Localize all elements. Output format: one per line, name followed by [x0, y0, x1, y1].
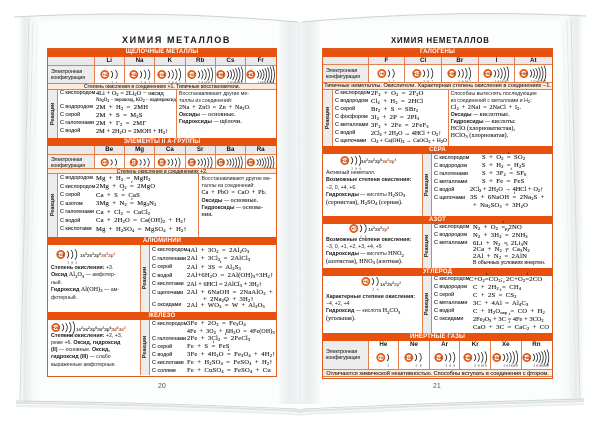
svg-text:2: 2 [67, 261, 69, 264]
svg-text:8: 8 [239, 80, 241, 83]
svg-text:2: 2 [62, 333, 64, 336]
svg-text:8: 8 [172, 80, 174, 83]
svg-text:+37: +37 [188, 72, 194, 76]
svg-text:1: 1 [242, 80, 244, 83]
svg-text:+4: +4 [103, 161, 107, 165]
svg-text:18: 18 [204, 80, 208, 83]
svg-text:18: 18 [544, 363, 548, 366]
svg-text:8: 8 [260, 80, 262, 83]
svg-text:+12: +12 [130, 161, 136, 165]
svg-text:32: 32 [264, 80, 268, 83]
svg-text:1: 1 [273, 80, 275, 83]
svg-text:1: 1 [179, 80, 181, 83]
svg-text:+85: +85 [521, 72, 527, 76]
svg-text:+16: +16 [342, 158, 348, 162]
svg-text:18: 18 [480, 363, 484, 366]
svg-text:18: 18 [235, 80, 239, 83]
svg-text:+11: +11 [130, 72, 136, 76]
svg-text:+88: +88 [248, 161, 254, 165]
svg-text:1: 1 [211, 80, 213, 83]
svg-text:2: 2 [198, 80, 200, 83]
svg-text:2: 2 [474, 363, 476, 366]
svg-text:6: 6 [359, 166, 361, 169]
svg-text:2: 2 [73, 333, 75, 336]
svg-text:8: 8 [71, 261, 73, 264]
svg-text:+53: +53 [485, 72, 491, 76]
svg-text:18: 18 [267, 80, 271, 83]
svg-text:+19: +19 [159, 72, 165, 76]
svg-text:32: 32 [541, 363, 545, 366]
svg-text:18: 18 [538, 363, 542, 366]
svg-text:+13: +13 [58, 253, 64, 257]
svg-text:+2: +2 [379, 355, 383, 359]
svg-text:+55: +55 [218, 72, 224, 76]
svg-text:+17: +17 [414, 72, 420, 76]
svg-text:8: 8 [144, 80, 146, 83]
svg-text:+26: +26 [53, 325, 59, 329]
svg-text:8: 8 [485, 363, 487, 366]
svg-text:2: 2 [351, 166, 353, 169]
svg-text:1: 1 [115, 80, 117, 83]
svg-text:+35: +35 [449, 72, 455, 76]
svg-text:2: 2 [445, 363, 447, 366]
svg-text:14: 14 [69, 333, 73, 336]
svg-text:+10: +10 [406, 355, 412, 359]
svg-text:2: 2 [360, 234, 362, 237]
svg-text:8: 8 [478, 363, 480, 366]
svg-text:4: 4 [377, 287, 379, 290]
svg-text:+3: +3 [102, 72, 106, 76]
svg-text:8: 8 [453, 363, 455, 366]
svg-text:8: 8 [231, 80, 233, 83]
svg-text:2: 2 [504, 363, 506, 366]
svg-text:+20: +20 [159, 161, 165, 165]
svg-text:2: 2 [534, 363, 536, 366]
svg-text:8: 8 [548, 363, 550, 366]
svg-text:3: 3 [75, 261, 77, 264]
svg-text:2: 2 [111, 80, 113, 83]
svg-text:8: 8 [66, 333, 68, 336]
svg-text:8: 8 [420, 363, 422, 366]
svg-text:+86: +86 [524, 355, 530, 359]
svg-text:8: 8 [355, 166, 357, 169]
svg-text:5: 5 [365, 234, 367, 237]
svg-text:+6: +6 [364, 279, 368, 283]
svg-text:18: 18 [233, 80, 237, 83]
svg-text:+38: +38 [189, 161, 195, 165]
svg-text:18: 18 [262, 80, 266, 83]
svg-text:8: 8 [270, 80, 272, 83]
svg-text:+87: +87 [248, 72, 254, 76]
svg-text:2: 2 [416, 363, 418, 366]
svg-text:18: 18 [509, 363, 513, 366]
svg-text:8: 8 [537, 363, 539, 366]
svg-text:+56: +56 [218, 161, 224, 165]
svg-text:8: 8 [516, 363, 518, 366]
svg-text:+7: +7 [352, 226, 356, 230]
svg-text:+54: +54 [494, 355, 500, 359]
svg-text:8: 8 [201, 80, 203, 83]
svg-text:2: 2 [372, 287, 374, 290]
svg-text:+18: +18 [435, 355, 441, 359]
svg-text:2: 2 [228, 80, 230, 83]
svg-text:8: 8 [176, 80, 178, 83]
svg-text:+36: +36 [464, 355, 470, 359]
svg-text:2: 2 [257, 80, 259, 83]
svg-text:1: 1 [148, 80, 150, 83]
svg-text:8: 8 [507, 363, 509, 366]
svg-text:+9: +9 [380, 72, 384, 76]
svg-text:18: 18 [512, 363, 516, 366]
svg-text:2: 2 [169, 80, 171, 83]
svg-text:2: 2 [140, 80, 142, 83]
svg-text:2: 2 [388, 363, 390, 366]
svg-text:8: 8 [208, 80, 210, 83]
svg-text:8: 8 [449, 363, 451, 366]
